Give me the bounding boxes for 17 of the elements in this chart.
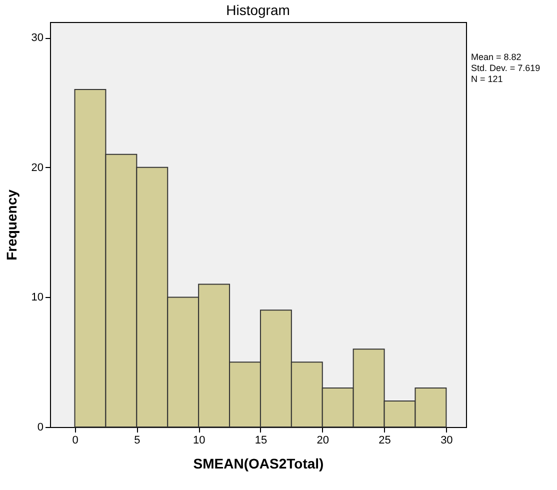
y-tick-label: 10	[31, 292, 44, 304]
x-tick-label: 25	[378, 434, 391, 446]
x-tick-label: 10	[192, 434, 206, 446]
y-axis-title: Frequency	[3, 189, 20, 260]
text: N = 121	[471, 74, 504, 85]
text: Std. Dev. = 7.619	[471, 63, 540, 74]
y-tick-label: 0	[37, 422, 44, 434]
x-axis-title: SMEAN(OAS2Total)	[193, 456, 324, 472]
x-tick-label: 30	[440, 434, 453, 446]
text: Mean = 8.82	[471, 52, 522, 63]
y-tick-label: 30	[31, 32, 44, 44]
x-tick-label: 15	[254, 434, 268, 446]
y-tick-label: 20	[31, 162, 44, 174]
chart-title: Histogram	[226, 2, 290, 18]
x-tick-label: 20	[316, 434, 330, 446]
x-tick-label: 5	[134, 434, 140, 446]
x-tick-label: 0	[72, 434, 78, 446]
